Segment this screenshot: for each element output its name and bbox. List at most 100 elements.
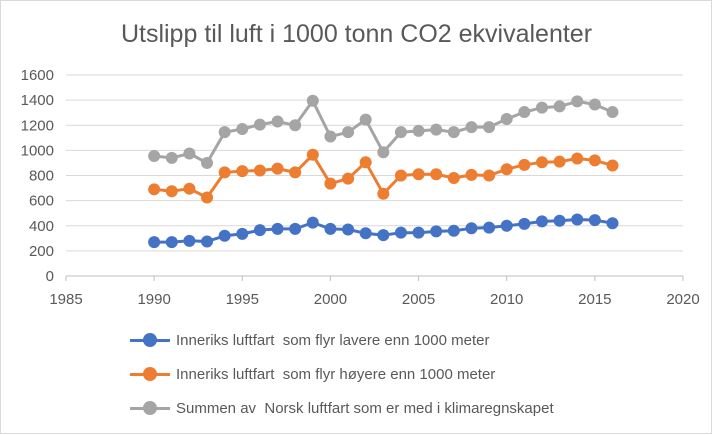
y-tick-label-6: 1200 bbox=[21, 117, 54, 134]
x-tick-label-5: 2010 bbox=[490, 291, 523, 308]
series-2-point-2010 bbox=[500, 163, 513, 176]
series-2-point-2008 bbox=[465, 168, 478, 181]
y-tick-label-5: 1000 bbox=[21, 142, 54, 159]
series-2-point-2004 bbox=[394, 169, 407, 182]
series-1-point-2015 bbox=[588, 214, 601, 227]
legend-label-series-1: Inneriks luftfart som flyr lavere enn 10… bbox=[176, 331, 490, 349]
series-3-point-2005 bbox=[412, 124, 425, 137]
series-1-point-2010 bbox=[500, 219, 513, 232]
legend-swatch-series-1 bbox=[130, 330, 170, 350]
series-3-point-2003 bbox=[377, 146, 390, 159]
y-tick-label-2: 400 bbox=[29, 218, 54, 235]
series-2-point-2006 bbox=[430, 168, 443, 181]
series-3-point-2015 bbox=[588, 98, 601, 111]
y-tick-label-8: 1600 bbox=[21, 67, 54, 84]
x-tick-label-7: 2020 bbox=[666, 291, 699, 308]
series-1-point-2002 bbox=[359, 227, 372, 240]
series-2-point-1998 bbox=[289, 166, 302, 179]
series-3-point-2013 bbox=[553, 100, 566, 113]
legend-item-series-1: Inneriks luftfart som flyr lavere enn 10… bbox=[130, 327, 690, 353]
series-2-point-2001 bbox=[342, 172, 355, 185]
series-3-point-1991 bbox=[165, 151, 178, 164]
series-2-point-2003 bbox=[377, 187, 390, 200]
series-1-point-1994 bbox=[218, 229, 231, 242]
series-3-point-1998 bbox=[289, 119, 302, 132]
series-2-point-2012 bbox=[535, 156, 548, 169]
series-1-point-2008 bbox=[465, 222, 478, 235]
series-3-point-2016 bbox=[606, 106, 619, 119]
series-2-point-1991 bbox=[165, 185, 178, 198]
x-tick-label-0: 1985 bbox=[49, 291, 82, 308]
series-3-point-1996 bbox=[253, 118, 266, 131]
series-2-point-2002 bbox=[359, 156, 372, 169]
series-3-point-2010 bbox=[500, 112, 513, 125]
series-3-point-1995 bbox=[236, 123, 249, 136]
series-1-point-1993 bbox=[201, 235, 214, 248]
series-1-point-2012 bbox=[535, 215, 548, 228]
series-1-point-2009 bbox=[483, 221, 496, 234]
series-3-point-1993 bbox=[201, 156, 214, 169]
series-1-point-1998 bbox=[289, 222, 302, 235]
series-3-point-2000 bbox=[324, 130, 337, 143]
series-2-point-2014 bbox=[571, 152, 584, 165]
series-2-point-2016 bbox=[606, 159, 619, 172]
series-2-point-2011 bbox=[518, 158, 531, 171]
series-1-point-2006 bbox=[430, 225, 443, 238]
series-1-point-1991 bbox=[165, 236, 178, 249]
chart-title: Utslipp til luft i 1000 tonn CO2 ekvival… bbox=[120, 20, 593, 48]
series-1-point-1992 bbox=[183, 234, 196, 247]
x-tick-label-6: 2015 bbox=[578, 291, 611, 308]
legend-swatch-series-2 bbox=[130, 364, 170, 384]
series-1-point-2000 bbox=[324, 222, 337, 235]
series-3-point-2007 bbox=[447, 126, 460, 139]
series-2-point-1992 bbox=[183, 182, 196, 195]
series-2-point-1994 bbox=[218, 166, 231, 179]
series-3-point-2001 bbox=[342, 126, 355, 139]
x-tick-label-1: 1990 bbox=[137, 291, 170, 308]
series-1-point-1990 bbox=[148, 236, 161, 249]
x-tick-label-3: 2000 bbox=[314, 291, 347, 308]
series-3-point-2008 bbox=[465, 121, 478, 134]
series-2-point-2013 bbox=[553, 155, 566, 168]
series-3-point-2009 bbox=[483, 121, 496, 134]
series-3-point-2014 bbox=[571, 95, 584, 108]
legend-label-series-3: Summen av Norsk luftfart som er med i kl… bbox=[176, 399, 554, 417]
series-2-point-2007 bbox=[447, 172, 460, 185]
series-2-point-2015 bbox=[588, 154, 601, 167]
series-2-point-2005 bbox=[412, 168, 425, 181]
x-tick-label-2: 1995 bbox=[226, 291, 259, 308]
series-2-point-1993 bbox=[201, 191, 214, 204]
legend-item-series-2: Inneriks luftfart som flyr høyere enn 10… bbox=[130, 361, 690, 387]
series-3-point-1990 bbox=[148, 150, 161, 163]
series-3-point-2011 bbox=[518, 106, 531, 119]
series-1-point-1996 bbox=[253, 224, 266, 237]
series-1-point-2003 bbox=[377, 229, 390, 242]
series-2-point-1999 bbox=[306, 148, 319, 161]
series-1-point-2014 bbox=[571, 213, 584, 226]
series-3-point-2012 bbox=[535, 101, 548, 114]
legend-item-series-3: Summen av Norsk luftfart som er med i kl… bbox=[130, 395, 690, 421]
series-1-point-1995 bbox=[236, 227, 249, 240]
series-1-point-2011 bbox=[518, 217, 531, 230]
y-tick-label-7: 1400 bbox=[21, 92, 54, 109]
series-1-point-2001 bbox=[342, 223, 355, 236]
series-3-point-2004 bbox=[394, 126, 407, 139]
series-1-point-1999 bbox=[306, 216, 319, 229]
x-tick-label-4: 2005 bbox=[402, 291, 435, 308]
series-1-point-1997 bbox=[271, 222, 284, 235]
series-2-point-1997 bbox=[271, 162, 284, 175]
legend-label-series-2: Inneriks luftfart som flyr høyere enn 10… bbox=[176, 365, 496, 383]
series-3-point-1992 bbox=[183, 147, 196, 160]
series-2-point-2009 bbox=[483, 169, 496, 182]
series-3-point-2006 bbox=[430, 123, 443, 136]
series-1-point-2013 bbox=[553, 214, 566, 227]
y-tick-label-1: 200 bbox=[29, 243, 54, 260]
series-2-point-1990 bbox=[148, 183, 161, 196]
series-2-point-1996 bbox=[253, 164, 266, 177]
y-tick-label-3: 600 bbox=[29, 193, 54, 210]
series-1-point-2005 bbox=[412, 226, 425, 239]
series-1-point-2007 bbox=[447, 224, 460, 237]
series-3-point-1997 bbox=[271, 115, 284, 128]
series-1-point-2004 bbox=[394, 226, 407, 239]
